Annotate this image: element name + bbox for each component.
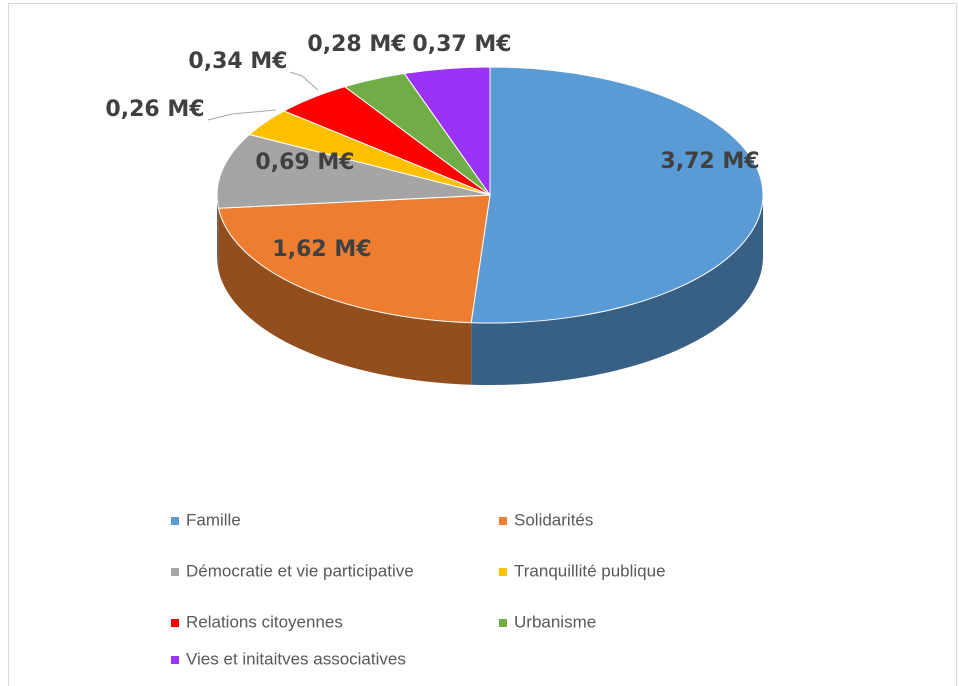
legend-label: Urbanisme	[514, 612, 596, 631]
legend-swatch	[171, 656, 179, 664]
slice-side	[218, 208, 472, 385]
chart-frame	[8, 3, 957, 686]
legend-swatch	[499, 619, 507, 627]
data-label: 3,72 M€	[660, 149, 759, 174]
legend-label: Solidarités	[514, 510, 593, 529]
legend-swatch	[171, 619, 179, 627]
data-label: 0,34 M€	[188, 49, 287, 74]
slice	[217, 194, 491, 324]
legend-swatch	[171, 517, 179, 525]
data-label: 0,69 M€	[255, 150, 354, 175]
data-label: 1,62 M€	[272, 237, 371, 262]
leader-line	[289, 71, 319, 91]
legend-label: Démocratie et vie participative	[186, 561, 414, 580]
legend-label: Tranquillité publique	[514, 561, 666, 580]
legend-label: Famille	[186, 510, 241, 529]
leader-line	[207, 109, 277, 121]
slice-side	[471, 195, 763, 386]
data-label: 0,26 M€	[105, 97, 204, 122]
slice	[216, 133, 491, 209]
legend-swatch	[499, 517, 507, 525]
data-label: 0,37 M€	[412, 32, 511, 57]
slice-side	[217, 195, 219, 271]
legend-label: Vies et initaitves associatives	[186, 649, 406, 668]
legend-swatch	[171, 568, 179, 576]
slice	[470, 66, 764, 324]
legend-swatch	[499, 568, 507, 576]
data-label: 0,28 M€	[307, 32, 406, 57]
slice	[403, 66, 491, 197]
legend-label: Relations citoyennes	[186, 612, 343, 631]
